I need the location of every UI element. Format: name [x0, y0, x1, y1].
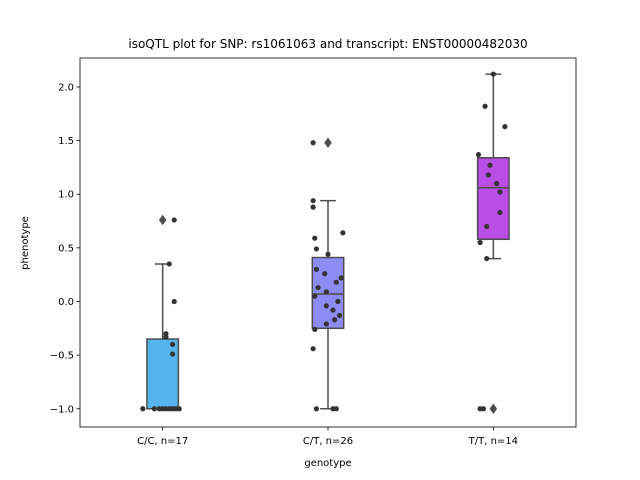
- strip-group: [140, 217, 182, 412]
- data-point: [484, 255, 490, 262]
- strip-group: [310, 140, 346, 412]
- box-group: [476, 73, 510, 415]
- outlier-marker: [158, 214, 167, 226]
- strip-group: [475, 71, 508, 412]
- plot-area: [140, 71, 510, 415]
- y-tick-label: 0.0: [58, 297, 74, 308]
- data-point: [171, 298, 177, 305]
- data-point: [475, 151, 482, 158]
- data-point: [323, 321, 329, 327]
- data-point: [494, 180, 500, 187]
- data-point: [336, 312, 343, 319]
- data-point: [310, 140, 316, 146]
- data-point: [169, 351, 176, 357]
- data-point: [502, 124, 508, 130]
- data-point: [312, 235, 318, 241]
- data-point: [312, 293, 318, 299]
- x-tick-label: T/T, n=14: [468, 436, 518, 447]
- data-point: [315, 284, 321, 291]
- data-point: [176, 406, 182, 412]
- data-point: [338, 275, 344, 281]
- box: [146, 338, 180, 410]
- data-point: [310, 198, 316, 204]
- data-point: [313, 246, 320, 252]
- data-point: [310, 346, 316, 352]
- data-point: [323, 303, 329, 309]
- data-point: [482, 103, 488, 109]
- data-point: [497, 189, 503, 195]
- y-tick-label: −0.5: [50, 351, 74, 362]
- data-point: [332, 317, 338, 323]
- data-point: [171, 217, 177, 223]
- x-axis-label: genotype: [304, 458, 351, 469]
- data-point: [163, 334, 169, 340]
- x-axis: C/C, n=17 C/T, n=26 T/T, n=14: [137, 427, 518, 447]
- y-tick-label: −1.0: [50, 404, 74, 415]
- y-tick-label: 2.0: [58, 82, 74, 93]
- data-point: [151, 406, 157, 412]
- data-point: [497, 209, 503, 216]
- data-point: [333, 406, 339, 412]
- data-point: [169, 341, 176, 348]
- data-point: [310, 204, 316, 210]
- y-axis-label: phenotype: [20, 216, 31, 270]
- data-point: [322, 271, 328, 277]
- x-tick-label: C/T, n=26: [303, 436, 353, 447]
- data-point: [490, 71, 496, 77]
- x-tick-label: C/C, n=17: [137, 436, 188, 447]
- data-point: [330, 307, 336, 313]
- y-axis: −1.0 −0.5 0.0 0.5 1.0 1.5 2.0: [50, 82, 80, 415]
- data-point: [325, 251, 331, 257]
- data-point: [313, 406, 320, 412]
- data-point: [480, 406, 487, 412]
- data-point: [485, 172, 491, 178]
- data-point: [333, 279, 339, 285]
- data-point: [313, 266, 320, 272]
- data-point: [477, 239, 483, 246]
- chart-title: isoQTL plot for SNP: rs1061063 and trans…: [128, 37, 527, 51]
- y-tick-label: 0.5: [58, 243, 74, 254]
- box: [476, 157, 510, 241]
- data-point: [340, 230, 346, 236]
- data-point: [323, 289, 329, 295]
- data-point: [166, 261, 172, 267]
- y-tick-label: 1.5: [58, 136, 74, 147]
- outlier-marker: [489, 403, 498, 415]
- data-point: [140, 406, 146, 412]
- data-point: [487, 162, 493, 168]
- data-point: [484, 223, 490, 230]
- data-point: [312, 326, 318, 332]
- y-tick-label: 1.0: [58, 190, 74, 201]
- box-group: [146, 214, 180, 410]
- data-point: [335, 298, 341, 305]
- outlier-marker: [324, 137, 332, 149]
